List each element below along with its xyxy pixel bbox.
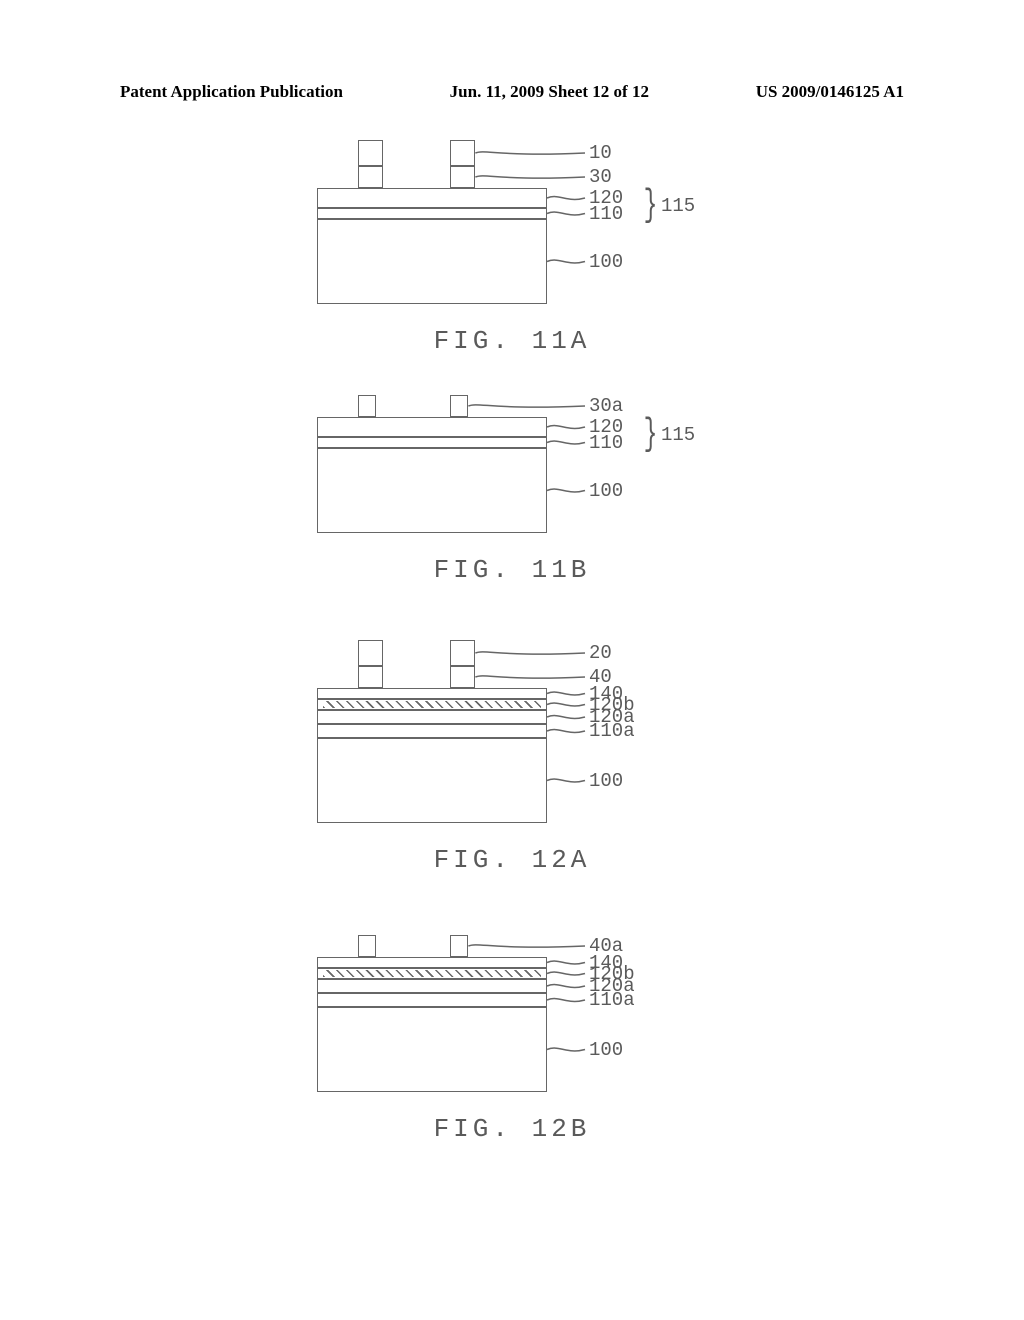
block-40a-leader (287, 935, 737, 1092)
block-30a-label: 30a (589, 395, 623, 417)
block-20-leader (287, 640, 737, 823)
block-40a-label: 40a (589, 935, 623, 957)
fig12b-caption: FIG. 12B (434, 1114, 591, 1144)
fig11b-caption: FIG. 11B (434, 555, 591, 585)
header-center: Jun. 11, 2009 Sheet 12 of 12 (450, 82, 649, 102)
page-header: Patent Application Publication Jun. 11, … (0, 82, 1024, 102)
fig12a-diagram: 100110a120a120b1404020 (287, 640, 737, 823)
block-20-label: 20 (589, 642, 612, 664)
fig12a: 100110a120a120b1404020 FIG. 12A (0, 640, 1024, 875)
fig11b-diagram: 100110120}11530a (287, 395, 737, 533)
fig11a: 100110120}1153010 FIG. 11A (0, 140, 1024, 356)
fig12b: 100110a120a120b14040a FIG. 12B (0, 935, 1024, 1144)
header-right: US 2009/0146125 A1 (756, 82, 904, 102)
fig11a-diagram: 100110120}1153010 (287, 140, 737, 304)
fig12b-diagram: 100110a120a120b14040a (287, 935, 737, 1092)
block-10-label: 10 (589, 142, 612, 164)
header-left: Patent Application Publication (120, 82, 343, 102)
fig11a-caption: FIG. 11A (434, 326, 591, 356)
fig11b: 100110120}11530a FIG. 11B (0, 395, 1024, 585)
block-30a-leader (287, 395, 737, 533)
block-10-leader (287, 140, 737, 304)
fig12a-caption: FIG. 12A (434, 845, 591, 875)
